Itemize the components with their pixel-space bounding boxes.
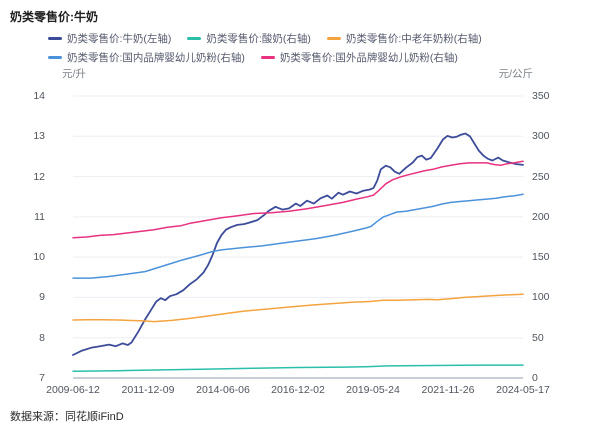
chart-legend: 奶类零售价:牛奶(左轴) 奶类零售价:酸奶(右轴) 奶类零售价:中老年奶粉(右轴) 奶…	[48, 31, 482, 65]
x-tick-label: 2009-06-12	[46, 384, 100, 396]
legend-item-0: 奶类零售价:牛奶(左轴)	[48, 31, 171, 46]
right-ytick-label: 150	[532, 251, 550, 264]
x-tick-label: 2024-05-17	[496, 384, 550, 396]
data-source-note: 数据来源：同花顺iFinD	[10, 411, 124, 423]
series-line-3	[72, 193, 524, 279]
x-tick-label: 2016-12-02	[271, 384, 325, 396]
right-ytick-label: 50	[532, 331, 544, 344]
left-ytick-label: 8	[39, 331, 45, 344]
legend-item-2: 奶类零售价:中老年奶粉(右轴)	[326, 31, 482, 46]
left-ytick-label: 11	[34, 210, 45, 223]
legend-swatch-icon	[260, 56, 275, 59]
left-axis-unit: 元/升	[62, 68, 86, 80]
legend-swatch-icon	[48, 56, 62, 59]
right-ytick-label: 300	[532, 130, 550, 143]
legend-label: 奶类零售价:酸奶(右轴)	[206, 33, 311, 45]
legend-row: 奶类零售价:国内品牌婴幼儿奶粉(右轴) 奶类零售价:国外品牌婴幼儿奶粉(右轴)	[48, 50, 482, 65]
right-axis-unit: 元/公斤	[498, 68, 533, 80]
legend-label: 奶类零售价:国内品牌婴幼儿奶粉(右轴)	[67, 52, 245, 64]
legend-label: 奶类零售价:牛奶(左轴)	[67, 33, 172, 45]
right-ytick-label: 350	[532, 90, 550, 102]
series-line-4	[72, 160, 524, 239]
legend-item-3: 奶类零售价:国内品牌婴幼儿奶粉(右轴)	[48, 50, 245, 65]
legend-label: 奶类零售价:中老年奶粉(右轴)	[345, 33, 482, 45]
legend-label: 奶类零售价:国外品牌婴幼儿奶粉(右轴)	[279, 52, 458, 64]
right-ytick-label: 200	[532, 210, 550, 223]
x-tick-label: 2014-06-06	[196, 384, 250, 396]
left-ytick-label: 9	[39, 291, 45, 304]
left-ytick-label: 12	[33, 170, 45, 183]
legend-swatch-icon	[326, 37, 341, 40]
series-line-2	[72, 293, 524, 323]
series-line-0	[72, 132, 524, 356]
x-tick-label: 2019-05-24	[346, 384, 400, 396]
legend-swatch-icon	[187, 37, 202, 40]
page-title: 奶类零售价:牛奶	[10, 10, 98, 24]
right-ytick-label: 250	[532, 170, 550, 183]
left-ytick-label: 7	[39, 372, 45, 384]
legend-swatch-icon	[48, 37, 62, 40]
series-line-1	[72, 364, 524, 372]
left-ytick-label: 10	[33, 251, 45, 264]
left-ytick-label: 13	[33, 130, 45, 143]
right-ytick-label: 100	[532, 291, 550, 304]
x-tick-label: 2011-12-09	[121, 384, 175, 396]
legend-item-4: 奶类零售价:国外品牌婴幼儿奶粉(右轴)	[260, 50, 458, 65]
left-ytick-label: 14	[33, 90, 45, 102]
x-tick-label: 2021-11-26	[421, 384, 475, 396]
right-ytick-label: 0	[532, 372, 538, 384]
legend-item-1: 奶类零售价:酸奶(右轴)	[187, 31, 311, 46]
legend-row: 奶类零售价:牛奶(左轴) 奶类零售价:酸奶(右轴) 奶类零售价:中老年奶粉(右轴)	[48, 31, 482, 46]
